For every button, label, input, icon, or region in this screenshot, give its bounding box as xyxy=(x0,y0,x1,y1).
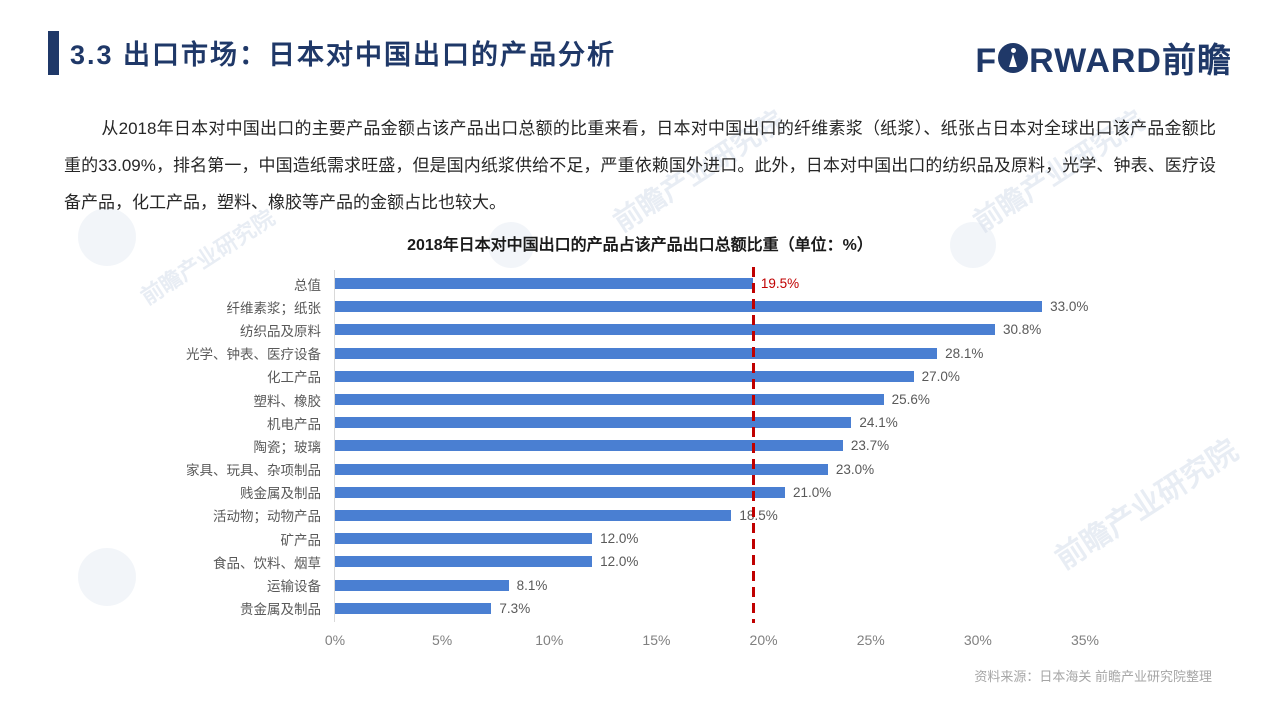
chart-row: 食品、饮料、烟草 12.0% xyxy=(0,550,1280,573)
chart-row: 化工产品 27.0% xyxy=(0,365,1280,388)
bar-track: 7.3% xyxy=(335,601,1085,616)
bar xyxy=(335,394,884,406)
chart-row: 运输设备 8.1% xyxy=(0,573,1280,596)
category-label: 纺织品及原料 xyxy=(240,323,321,339)
bar xyxy=(335,533,593,545)
x-tick-label: 25% xyxy=(856,632,885,648)
chart-row: 光学、钟表、医疗设备 28.1% xyxy=(0,342,1280,365)
bar xyxy=(335,486,785,498)
value-label: 19.5% xyxy=(760,276,800,292)
x-tick-label: 15% xyxy=(642,632,671,648)
value-label: 21.0% xyxy=(793,484,832,500)
chart-y-axis-line xyxy=(334,270,335,622)
value-label: 28.1% xyxy=(945,345,984,361)
bar xyxy=(335,347,938,359)
category-label: 塑料、橡胶 xyxy=(253,393,322,409)
bar-track: 12.0% xyxy=(335,554,1085,569)
bar-track: 18.5% xyxy=(335,508,1085,523)
category-label: 陶瓷；玻璃 xyxy=(253,439,322,455)
value-label: 24.1% xyxy=(859,415,898,431)
chart-row: 贵金属及制品 7.3% xyxy=(0,597,1280,620)
chart-row: 家具、玩具、杂项制品 23.0% xyxy=(0,458,1280,481)
data-source-note: 资料来源：日本海关 前瞻产业研究院整理 xyxy=(974,669,1212,684)
chart-row: 总值 19.5% xyxy=(0,272,1280,295)
x-tick-label: 10% xyxy=(535,632,564,648)
bar-track: 23.0% xyxy=(335,462,1085,477)
category-label: 食品、饮料、烟草 xyxy=(213,555,321,571)
bar-track: 21.0% xyxy=(335,485,1085,500)
bar-track: 25.6% xyxy=(335,392,1085,407)
x-tick-label: 20% xyxy=(749,632,778,648)
bar xyxy=(335,370,914,382)
chart-row: 塑料、橡胶 25.6% xyxy=(0,388,1280,411)
category-label: 运输设备 xyxy=(267,579,321,595)
bar xyxy=(335,556,593,568)
analysis-paragraph: 从2018年日本对中国出口的主要产品金额占该产品出口总额的比重来看，日本对中国出… xyxy=(64,119,1216,212)
chart-row: 活动物；动物产品 18.5% xyxy=(0,504,1280,527)
bar xyxy=(335,324,995,336)
bar xyxy=(335,278,753,290)
reference-line-19.5pct xyxy=(751,267,755,623)
logo-text-right: RWARD前瞻 xyxy=(1029,42,1232,80)
value-label: 12.0% xyxy=(600,531,639,547)
bar xyxy=(335,602,492,614)
category-label: 机电产品 xyxy=(267,416,321,432)
value-label: 12.0% xyxy=(600,554,639,570)
page-title: 3.3 出口市场：日本对中国出口的产品分析 xyxy=(70,40,617,70)
bar-track: 33.0% xyxy=(335,299,1089,315)
value-label: 23.7% xyxy=(850,438,890,454)
value-label: 25.6% xyxy=(891,392,930,408)
category-label: 矿产品 xyxy=(280,532,322,548)
bar-track: 12.0% xyxy=(335,531,1085,546)
category-label: 贱金属及制品 xyxy=(240,486,321,502)
bar xyxy=(335,440,843,452)
logo-text-left: F xyxy=(975,42,998,80)
value-label: 8.1% xyxy=(516,577,548,593)
bar-track: 23.7% xyxy=(335,438,1085,453)
title-accent-bar xyxy=(48,31,59,75)
x-tick-label: 30% xyxy=(963,632,992,648)
bar xyxy=(335,417,852,429)
chart-row: 纤维素浆；纸张 33.0% xyxy=(0,295,1280,318)
value-label: 7.3% xyxy=(499,600,531,616)
x-tick-label: 35% xyxy=(1070,632,1100,648)
chart-row: 贱金属及制品 21.0% xyxy=(0,481,1280,504)
bar-track: 30.8% xyxy=(335,322,1085,337)
value-label: 18.5% xyxy=(739,507,778,523)
category-label: 光学、钟表、医疗设备 xyxy=(186,347,321,363)
bar xyxy=(335,579,509,591)
category-label: 总值 xyxy=(294,277,321,293)
bar-track: 27.0% xyxy=(335,369,1085,384)
category-label: 贵金属及制品 xyxy=(240,602,321,618)
category-label: 化工产品 xyxy=(267,370,321,386)
bar xyxy=(335,301,1043,313)
bar-track: 24.1% xyxy=(335,415,1085,430)
value-label: 33.0% xyxy=(1050,299,1089,315)
value-label: 30.8% xyxy=(1003,322,1042,338)
logo-lighthouse-icon xyxy=(998,43,1029,73)
value-label: 27.0% xyxy=(921,368,960,384)
chart-x-axis: 0% 5% 10% 15% 20% 25% 30% 35% xyxy=(0,632,1280,652)
category-label: 纤维素浆；纸张 xyxy=(226,300,322,316)
bar xyxy=(335,463,828,475)
x-tick-label: 5% xyxy=(432,632,453,648)
category-label: 活动物；动物产品 xyxy=(213,509,321,525)
forward-logo: F RWARD前瞻 xyxy=(975,33,1232,82)
bar xyxy=(335,509,732,521)
category-label: 家具、玩具、杂项制品 xyxy=(186,463,321,479)
bar-track: 28.1% xyxy=(335,346,1085,361)
chart-row: 机电产品 24.1% xyxy=(0,411,1280,434)
chart-row: 矿产品 12.0% xyxy=(0,527,1280,550)
x-tick-label: 0% xyxy=(324,632,346,648)
bar-track: 8.1% xyxy=(335,578,1085,593)
chart-title: 2018年日本对中国出口的产品占该产品出口总额比重（单位：%） xyxy=(407,237,873,254)
chart-row: 陶瓷；玻璃 23.7% xyxy=(0,434,1280,457)
chart-row: 纺织品及原料 30.8% xyxy=(0,318,1280,341)
bar-track: 19.5% xyxy=(335,276,1085,291)
value-label: 23.0% xyxy=(835,461,875,477)
bar-chart-plot: 总值 19.5% 纤维素浆；纸张 33.0% 纺织品及原料 30.8% 光学、钟表、医疗设备… xyxy=(0,272,1280,620)
